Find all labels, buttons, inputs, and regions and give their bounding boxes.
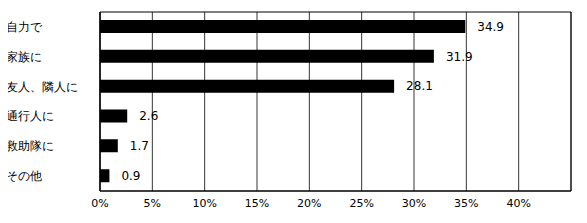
svg-text:その他: その他	[8, 169, 42, 183]
svg-text:20%: 20%	[297, 197, 321, 210]
svg-text:1.7: 1.7	[130, 139, 149, 153]
svg-text:0.9: 0.9	[121, 169, 140, 183]
svg-text:5%: 5%	[144, 197, 161, 210]
svg-text:10%: 10%	[192, 197, 216, 210]
svg-text:2.6: 2.6	[139, 109, 158, 123]
svg-text:通行人に: 通行人に	[8, 109, 54, 123]
svg-text:救助隊に: 救助隊に	[8, 139, 54, 153]
svg-text:自力で: 自力で	[8, 20, 43, 34]
svg-text:15%: 15%	[245, 197, 269, 210]
svg-text:28.1: 28.1	[406, 79, 433, 93]
svg-text:35%: 35%	[454, 197, 478, 210]
svg-text:30%: 30%	[402, 197, 426, 210]
svg-text:25%: 25%	[349, 197, 373, 210]
svg-text:友人、隣人に: 友人、隣人に	[8, 80, 78, 94]
svg-text:40%: 40%	[506, 197, 530, 210]
svg-text:0%: 0%	[91, 197, 108, 210]
svg-text:家族に: 家族に	[8, 50, 42, 64]
svg-text:34.9: 34.9	[477, 20, 504, 34]
svg-text:31.9: 31.9	[446, 50, 473, 64]
